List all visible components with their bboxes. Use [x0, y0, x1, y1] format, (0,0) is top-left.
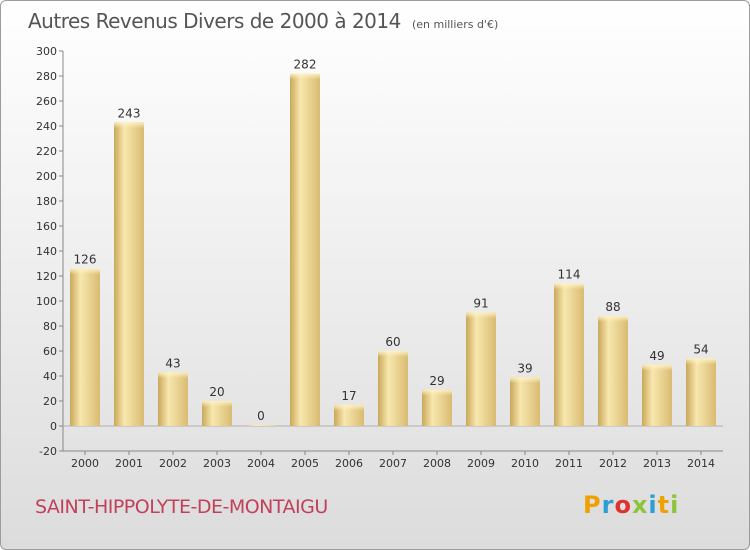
- bar: [114, 122, 144, 426]
- x-tick-label: 2008: [423, 457, 451, 470]
- bar-cap: [290, 73, 320, 80]
- chart-value-labels: 126 243 43 20 0 282 17 60 29 91 39 114 88 49 54: [74, 58, 709, 424]
- x-tick-label: 2006: [335, 457, 363, 470]
- bar-value-label: 29: [429, 374, 444, 388]
- bar: [686, 358, 716, 426]
- bar: [422, 389, 452, 426]
- logo-letter: P: [583, 491, 602, 519]
- y-tick-label: 280: [36, 70, 57, 83]
- y-tick-label: 20: [43, 395, 57, 408]
- y-tick-label: 0: [50, 420, 57, 433]
- bar-cap: [202, 401, 232, 407]
- logo-letter: x: [631, 491, 649, 519]
- x-tick-label: 2013: [643, 457, 671, 470]
- bar-cap: [158, 372, 188, 379]
- bar-cap: [510, 377, 540, 384]
- bar-value-label: 20: [209, 385, 224, 399]
- chart-axes: -200204060801001201401601802002202402602…: [36, 45, 723, 470]
- x-tick-label: 2005: [291, 457, 319, 470]
- y-tick-label: 120: [36, 270, 57, 283]
- bar-value-label: 43: [165, 356, 180, 370]
- x-tick-label: 2009: [467, 457, 495, 470]
- bar-value-label: 60: [385, 335, 400, 349]
- bar: [158, 372, 188, 426]
- bar-cap: [422, 389, 452, 396]
- bar-value-label: 17: [341, 389, 356, 403]
- bar-cap: [686, 358, 716, 365]
- bar: [290, 73, 320, 426]
- x-tick-label: 2012: [599, 457, 627, 470]
- y-tick-label: 180: [36, 195, 57, 208]
- bar-value-label: 88: [605, 300, 620, 314]
- x-tick-label: 2001: [115, 457, 143, 470]
- bar-value-label: 282: [294, 58, 317, 72]
- x-tick-label: 2003: [203, 457, 231, 470]
- y-tick-label: 60: [43, 345, 57, 358]
- y-tick-label: 300: [36, 45, 57, 58]
- bar-cap: [114, 122, 144, 129]
- y-tick-label: 200: [36, 170, 57, 183]
- bar-cap: [334, 404, 364, 411]
- x-tick-label: 2011: [555, 457, 583, 470]
- x-tick-label: 2002: [159, 457, 187, 470]
- y-tick-label: 100: [36, 295, 57, 308]
- y-tick-label: 220: [36, 145, 57, 158]
- bar-value-label: 91: [473, 296, 488, 310]
- bar: [466, 312, 496, 426]
- logo-letter: i: [648, 491, 658, 519]
- bar: [598, 316, 628, 426]
- bar: [378, 351, 408, 426]
- bar: [510, 377, 540, 426]
- chart-bars: [70, 73, 716, 426]
- bar-cap: [378, 351, 408, 357]
- bar-value-label: 0: [257, 409, 265, 423]
- x-tick-label: 2007: [379, 457, 407, 470]
- y-tick-label: 160: [36, 220, 57, 233]
- logo-letter: r: [601, 491, 615, 519]
- proxiti-logo: Proxiti: [583, 491, 679, 519]
- bar-cap: [598, 316, 628, 322]
- logo-letter: o: [614, 491, 632, 519]
- bar-cap: [246, 425, 276, 426]
- bar-value-label: 243: [118, 106, 141, 120]
- x-tick-label: 2000: [71, 457, 99, 470]
- bar-cap: [70, 268, 100, 275]
- y-tick-label: 260: [36, 95, 57, 108]
- y-tick-label: 80: [43, 320, 57, 333]
- bar-cap: [466, 312, 496, 319]
- y-tick-label: -20: [39, 445, 57, 458]
- chart-heading: Autres Revenus Divers de 2000 à 2014 (en…: [28, 9, 498, 33]
- y-tick-label: 140: [36, 245, 57, 258]
- y-tick-label: 40: [43, 370, 57, 383]
- x-tick-label: 2014: [687, 457, 715, 470]
- bar-cap: [554, 283, 584, 290]
- bar: [70, 268, 100, 426]
- x-tick-label: 2010: [511, 457, 539, 470]
- bar-value-label: 39: [517, 361, 532, 375]
- bar-value-label: 49: [649, 349, 664, 363]
- chart-title: Autres Revenus Divers de 2000 à 2014: [28, 9, 401, 33]
- commune-name: SAINT-HIPPOLYTE-DE-MONTAIGU: [35, 496, 328, 518]
- bar-cap: [642, 364, 672, 371]
- bar-value-label: 126: [74, 253, 97, 267]
- bar-value-label: 54: [693, 343, 708, 357]
- logo-letter: i: [670, 491, 680, 519]
- bar-value-label: 114: [558, 268, 581, 282]
- chart-unit-note: (en milliers d'€): [411, 18, 499, 31]
- bar: [554, 283, 584, 426]
- bar: [642, 364, 672, 426]
- y-tick-label: 240: [36, 120, 57, 133]
- x-tick-label: 2004: [247, 457, 275, 470]
- logo-letter: t: [657, 491, 671, 519]
